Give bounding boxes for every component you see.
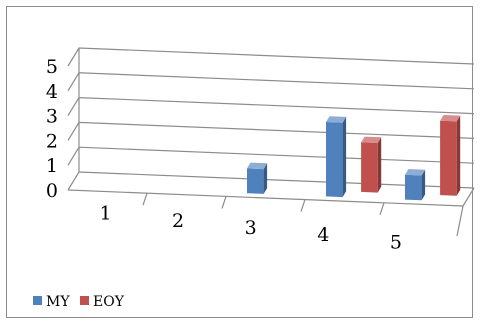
gridline (67, 146, 475, 166)
legend-item-my: MY (33, 294, 70, 310)
floor-right-drop (456, 205, 464, 237)
legend-label: EOY (93, 294, 125, 310)
x-tick-mark (300, 199, 306, 212)
x-tick-label: 2 (172, 210, 184, 232)
bar-top (405, 169, 426, 176)
legend-item-eoy: EOY (80, 294, 125, 310)
y-tick-label: 1 (46, 155, 58, 177)
x-tick-mark (379, 202, 385, 215)
chart-walls (67, 48, 475, 237)
bar-my-3 (247, 162, 268, 194)
bar-eoy-5 (440, 115, 461, 196)
gridline (67, 47, 475, 67)
bar-front (405, 174, 422, 201)
legend-swatch (80, 296, 89, 305)
bar-top (361, 136, 382, 143)
y-tick-label: 4 (46, 81, 58, 103)
bar-my-5 (405, 169, 426, 201)
x-tick-label: 4 (317, 224, 329, 246)
chart-frame (6, 6, 473, 318)
y-tick-label: 2 (46, 130, 58, 152)
y-tick-label: 5 (46, 56, 58, 78)
bar-eoy-4 (361, 136, 382, 193)
x-tick-mark (221, 196, 227, 209)
bar-front (247, 168, 264, 194)
bar-side (263, 163, 268, 194)
y-tick-label: 3 (46, 106, 58, 128)
gridline (67, 96, 475, 116)
y-tick-label: 0 (46, 180, 58, 202)
bar-front (326, 122, 343, 198)
gridline (67, 121, 475, 141)
legend-label: MY (46, 294, 70, 310)
bar-front (361, 142, 378, 193)
legend-swatch (33, 296, 42, 305)
x-tick-label: 5 (390, 231, 402, 253)
x-axis-ticks: 1 2 3 4 5 (99, 193, 402, 253)
x-tick-label: 3 (245, 217, 257, 239)
bar-side (456, 115, 461, 196)
bar-side (377, 137, 382, 193)
bar-side (421, 169, 426, 201)
x-tick-label: 1 (99, 203, 111, 225)
bar-my-4 (326, 116, 347, 198)
bars (247, 115, 461, 201)
legend: MY EOY (33, 294, 125, 310)
bar-top (326, 116, 347, 123)
bar-front (440, 120, 457, 196)
bar-top (247, 162, 268, 170)
x-tick-mark (142, 193, 148, 206)
bar-side (342, 116, 347, 198)
gridline (67, 72, 475, 92)
bar-top (440, 115, 461, 122)
gridlines (67, 47, 475, 166)
